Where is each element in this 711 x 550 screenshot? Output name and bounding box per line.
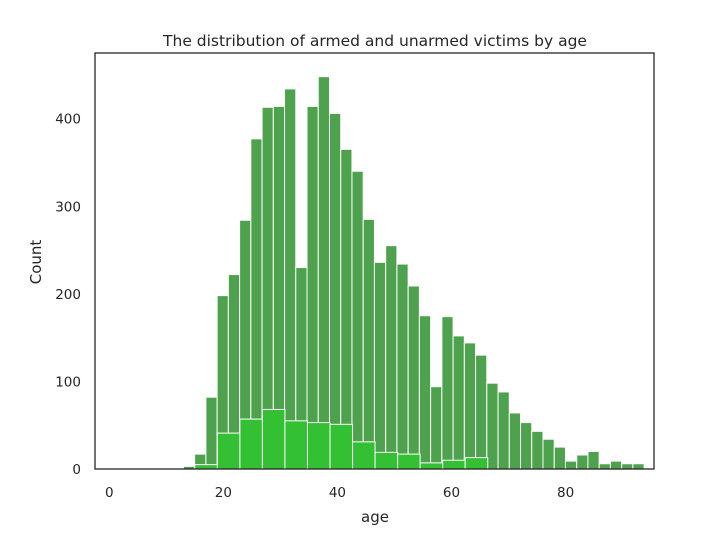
- armed-bar: [531, 430, 544, 470]
- armed-bar: [441, 316, 454, 470]
- armed-bar: [553, 446, 566, 470]
- armed-bar: [475, 354, 488, 470]
- armed-bar: [621, 463, 634, 470]
- armed-bar: [306, 105, 319, 470]
- armed-bar: [609, 460, 623, 470]
- y-tick-label: 0: [72, 462, 81, 478]
- x-tick-label: 80: [557, 485, 574, 501]
- armed-bar: [486, 382, 499, 470]
- unarmed-bar: [239, 418, 263, 470]
- armed-bar: [328, 112, 342, 470]
- unarmed-bars: [194, 408, 489, 470]
- armed-bar: [452, 335, 465, 470]
- armed-bar: [205, 396, 218, 470]
- plot-frame: [94, 52, 655, 470]
- armed-bar: [463, 342, 477, 470]
- unarmed-bar: [352, 441, 376, 470]
- unarmed-bar: [464, 457, 489, 470]
- x-tick-label: 60: [443, 485, 460, 501]
- armed-bar: [351, 170, 364, 470]
- x-tick-label: 20: [215, 485, 232, 501]
- y-tick-label: 200: [55, 287, 81, 303]
- unarmed-bar: [442, 459, 466, 470]
- x-tick-label: 0: [105, 485, 114, 501]
- y-tick-labels: 0 100 200 300 400: [55, 112, 81, 478]
- armed-bar: [317, 76, 330, 470]
- y-tick-label: 300: [55, 199, 81, 215]
- armed-bar: [373, 261, 387, 470]
- armed-bar: [508, 412, 522, 470]
- unarmed-bar: [284, 420, 308, 470]
- x-tick-labels: 0 20 40 60 80: [105, 485, 574, 501]
- armed-bar: [497, 391, 510, 470]
- armed-bar: [598, 463, 611, 470]
- unarmed-bar: [306, 422, 331, 470]
- y-axis-label: Count: [27, 240, 45, 285]
- x-axis-label: age: [361, 508, 389, 526]
- armed-bar: [576, 454, 589, 470]
- unarmed-bar: [216, 432, 241, 470]
- y-tick-label: 100: [55, 374, 81, 390]
- armed-bar: [396, 263, 409, 470]
- armed-bar: [520, 422, 533, 470]
- armed-bar: [284, 88, 297, 470]
- armed-bar: [587, 450, 600, 470]
- unarmed-bar: [374, 451, 399, 470]
- armed-bar: [362, 218, 375, 470]
- armed-bar: [564, 460, 578, 470]
- armed-bar: [407, 285, 420, 470]
- armed-bar: [385, 245, 398, 470]
- chart-title: The distribution of armed and unarmed vi…: [162, 32, 587, 50]
- unarmed-bar: [397, 453, 421, 470]
- armed-bar: [340, 148, 353, 470]
- armed-bar: [430, 386, 443, 470]
- unarmed-bar: [261, 408, 286, 470]
- x-tick-label: 40: [329, 485, 346, 501]
- y-tick-label: 400: [55, 112, 81, 128]
- armed-bar: [632, 463, 645, 470]
- unarmed-bar: [329, 423, 354, 470]
- unarmed-bar: [194, 464, 218, 470]
- armed-bars: [182, 76, 645, 470]
- armed-bar: [418, 315, 432, 470]
- armed-bar: [542, 438, 555, 470]
- unarmed-bar: [419, 462, 444, 470]
